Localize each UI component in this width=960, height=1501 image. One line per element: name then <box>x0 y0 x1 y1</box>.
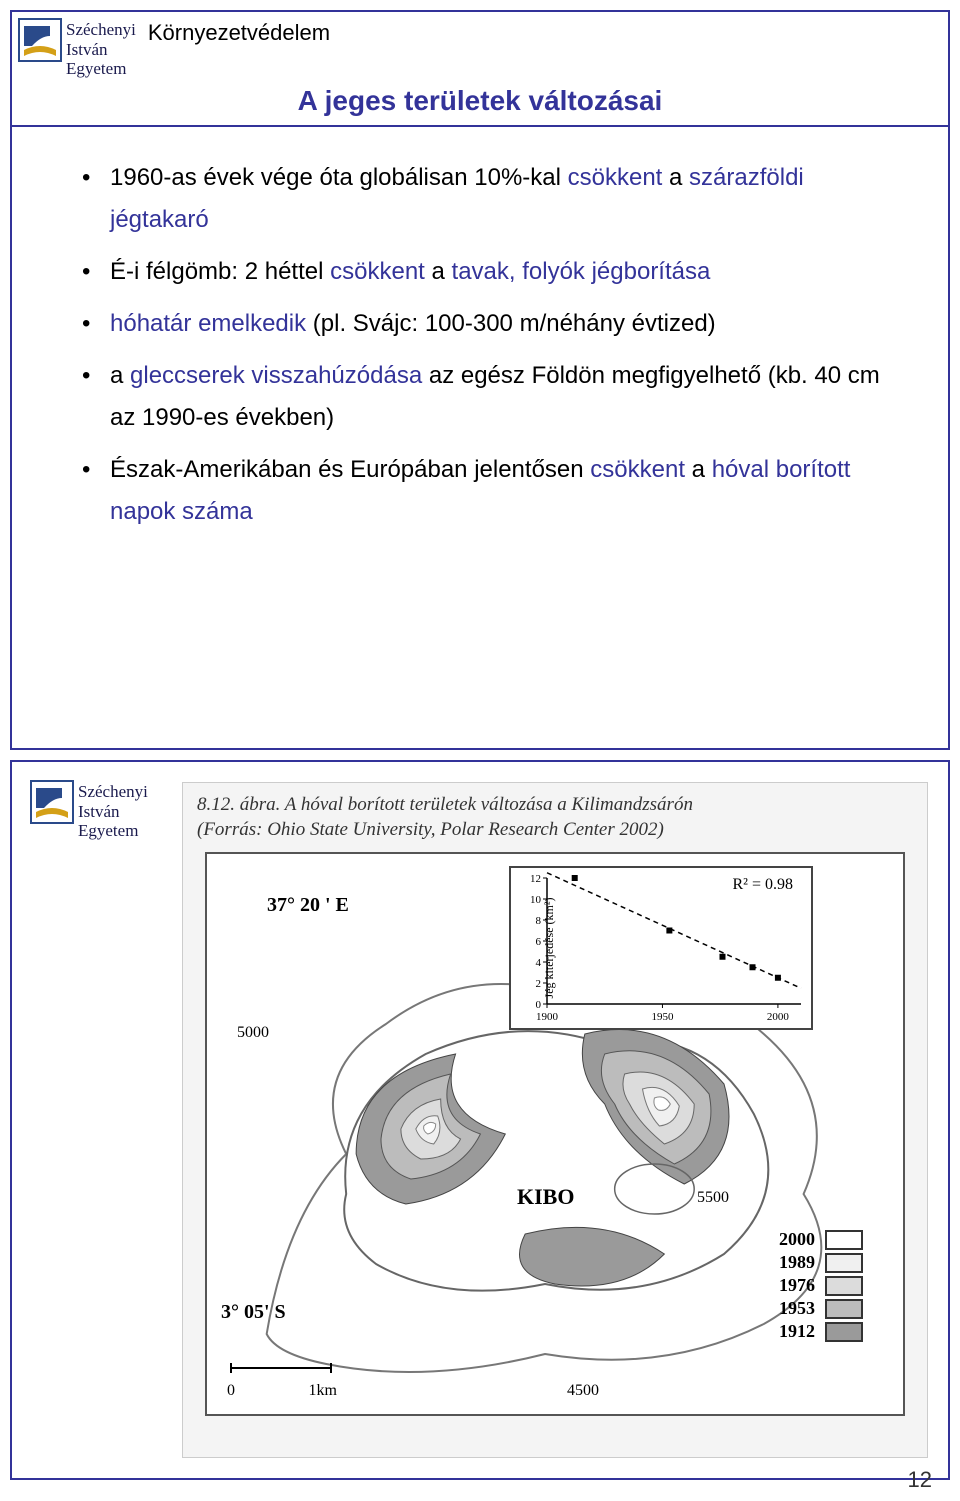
list-item: a gleccserek visszahúzódása az egész Föl… <box>82 355 898 439</box>
university-name-2: Széchenyi István Egyetem <box>78 782 148 841</box>
slide-bottom: Széchenyi István Egyetem 8.12. ábra. A h… <box>10 760 950 1480</box>
uni-line1: Széchenyi <box>66 20 136 40</box>
map-legend: 2000 1989 1976 1953 1912 <box>779 1227 863 1344</box>
swatch-icon <box>825 1322 863 1342</box>
page-number: 12 <box>908 1467 932 1493</box>
svg-text:0: 0 <box>536 999 542 1011</box>
svg-text:8: 8 <box>536 915 542 927</box>
figure-caption: 8.12. ábra. A hóval borított területek v… <box>197 793 913 842</box>
svg-text:12: 12 <box>530 873 541 885</box>
contour-label-5500: 5500 <box>697 1189 729 1207</box>
university-logo-icon <box>18 18 62 62</box>
latitude-label: 3° 05' S <box>221 1301 286 1324</box>
r-squared-label: R² = 0.98 <box>733 876 794 894</box>
bullet-list: 1960-as évek vége óta globálisan 10%-kal… <box>82 157 898 533</box>
swatch-icon <box>825 1230 863 1250</box>
peak-label: KIBO <box>517 1184 574 1210</box>
chart-y-label: Jég kiterjedése (km²) <box>542 898 557 999</box>
svg-text:1900: 1900 <box>536 1011 559 1023</box>
swatch-icon <box>825 1253 863 1273</box>
svg-text:1950: 1950 <box>651 1011 674 1023</box>
slide2-logo-block: Széchenyi István Egyetem <box>30 780 148 841</box>
title-divider <box>12 125 948 127</box>
list-item: É-i félgömb: 2 héttel csökkent a tavak, … <box>82 251 898 293</box>
uni-line3: Egyetem <box>66 59 136 79</box>
slide-header: Széchenyi István Egyetem Környezetvédele… <box>12 12 948 79</box>
figure-container: 8.12. ábra. A hóval borított területek v… <box>182 782 928 1458</box>
svg-text:2000: 2000 <box>767 1011 790 1023</box>
swatch-icon <box>825 1299 863 1319</box>
scalebar-icon <box>221 1355 351 1385</box>
bullet-content: 1960-as évek vége óta globálisan 10%-kal… <box>12 145 948 563</box>
university-name: Széchenyi István Egyetem <box>66 20 136 79</box>
list-item: 1960-as évek vége óta globálisan 10%-kal… <box>82 157 898 241</box>
svg-text:6: 6 <box>536 936 542 948</box>
legend-row: 2000 <box>779 1229 863 1250</box>
legend-row: 1976 <box>779 1275 863 1296</box>
university-logo-icon <box>30 780 74 824</box>
longitude-label: 37° 20 ' E <box>267 894 349 917</box>
inset-scatter-chart: R² = 0.98 Jég kiterjedése (km²) 0 2 4 6 8 10 1… <box>509 866 813 1030</box>
svg-text:10: 10 <box>530 894 542 906</box>
kilimanjaro-map: 37° 20 ' E 3° 05' S KIBO 5000 5500 4500 … <box>205 852 905 1416</box>
legend-row: 1989 <box>779 1252 863 1273</box>
list-item: Észak-Amerikában és Európában jelentősen… <box>82 449 898 533</box>
course-name: Környezetvédelem <box>148 20 330 46</box>
contour-label-4500: 4500 <box>567 1382 599 1400</box>
list-item: hóhatár emelkedik (pl. Svájc: 100-300 m/… <box>82 303 898 345</box>
swatch-icon <box>825 1276 863 1296</box>
legend-row: 1953 <box>779 1298 863 1319</box>
svg-text:4: 4 <box>536 957 542 969</box>
slide-top: Széchenyi István Egyetem Környezetvédele… <box>10 10 950 750</box>
svg-text:2: 2 <box>536 978 542 990</box>
uni-line2: István <box>66 40 136 60</box>
scale-bar: 0 1km <box>221 1355 351 1400</box>
slide-title: A jeges területek változásai <box>12 85 948 117</box>
legend-row: 1912 <box>779 1321 863 1342</box>
contour-label-5000: 5000 <box>237 1024 269 1042</box>
